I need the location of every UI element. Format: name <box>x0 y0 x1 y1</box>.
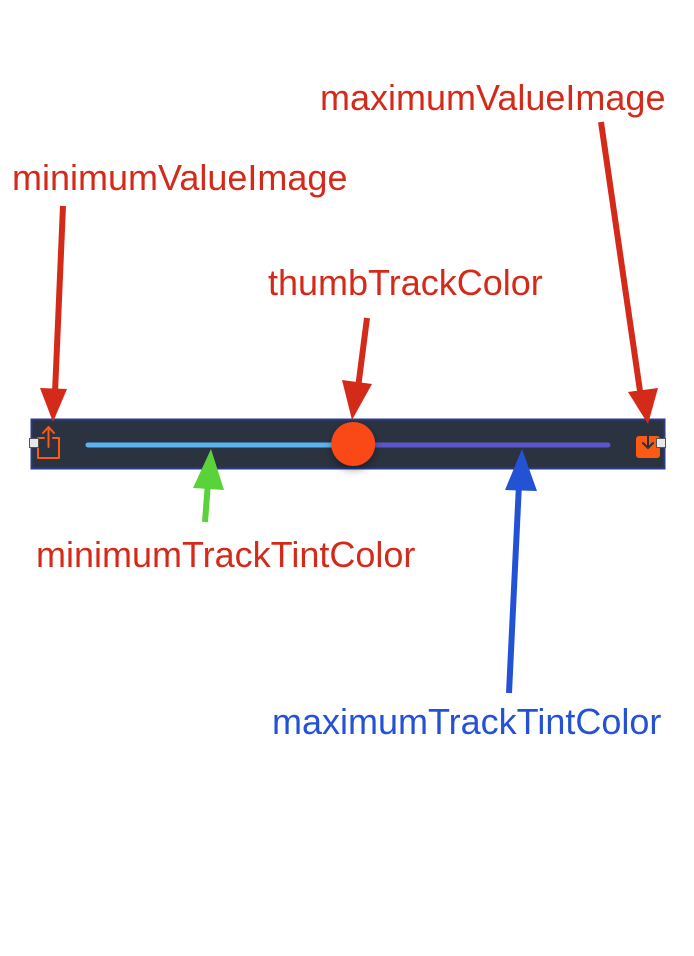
arrow-maximum-value-image <box>598 121 658 424</box>
arrow-minimum-value-image <box>40 205 67 422</box>
label-minimum-track-tint-color: minimumTrackTintColor <box>36 534 416 575</box>
label-maximum-value-image: maximumValueImage <box>320 77 666 118</box>
label-thumb-track-color: thumbTrackColor <box>268 262 543 303</box>
arrow-maximum-track-tint-color <box>505 449 537 694</box>
resize-handle-right[interactable] <box>656 438 666 448</box>
label-maximum-track-tint-color: maximumTrackTintColor <box>272 701 662 742</box>
slider-thumb[interactable] <box>331 422 376 466</box>
label-minimum-value-image: minimumValueImage <box>12 157 348 198</box>
download-icon <box>636 427 660 458</box>
arrow-thumb-track-color <box>342 317 372 420</box>
resize-handle-left[interactable] <box>29 438 39 448</box>
arrow-minimum-track-tint-color <box>193 449 224 523</box>
share-upload-icon <box>37 426 60 459</box>
